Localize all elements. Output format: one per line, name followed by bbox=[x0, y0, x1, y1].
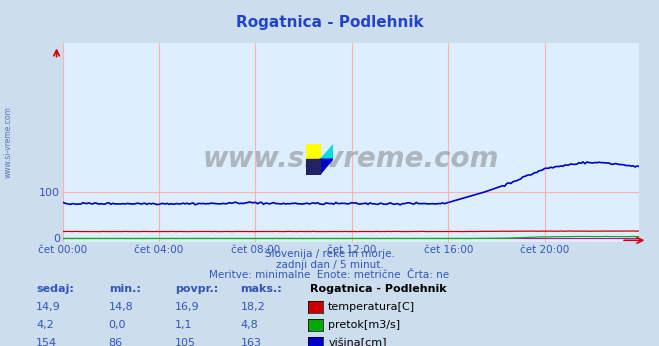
Text: temperatura[C]: temperatura[C] bbox=[328, 302, 415, 312]
Polygon shape bbox=[320, 159, 333, 175]
Text: višina[cm]: višina[cm] bbox=[328, 338, 387, 346]
Text: 0,0: 0,0 bbox=[109, 320, 127, 330]
Bar bbox=[306, 144, 320, 159]
Text: povpr.:: povpr.: bbox=[175, 284, 218, 294]
Text: maks.:: maks.: bbox=[241, 284, 282, 294]
Text: zadnji dan / 5 minut.: zadnji dan / 5 minut. bbox=[275, 260, 384, 270]
Text: Rogatnica - Podlehnik: Rogatnica - Podlehnik bbox=[236, 15, 423, 30]
Text: 16,9: 16,9 bbox=[175, 302, 199, 312]
Text: www.si-vreme.com: www.si-vreme.com bbox=[3, 106, 13, 178]
Text: www.si-vreme.com: www.si-vreme.com bbox=[203, 145, 499, 173]
Text: 105: 105 bbox=[175, 338, 196, 346]
Polygon shape bbox=[320, 144, 333, 159]
Text: sedaj:: sedaj: bbox=[36, 284, 74, 294]
Text: Meritve: minimalne  Enote: metrične  Črta: ne: Meritve: minimalne Enote: metrične Črta:… bbox=[210, 270, 449, 280]
Text: 14,8: 14,8 bbox=[109, 302, 134, 312]
Text: Slovenija / reke in morje.: Slovenija / reke in morje. bbox=[264, 249, 395, 259]
Text: min.:: min.: bbox=[109, 284, 140, 294]
Text: 4,8: 4,8 bbox=[241, 320, 258, 330]
Text: 18,2: 18,2 bbox=[241, 302, 266, 312]
Text: 163: 163 bbox=[241, 338, 262, 346]
Bar bbox=[306, 159, 320, 175]
Text: pretok[m3/s]: pretok[m3/s] bbox=[328, 320, 400, 330]
Text: 154: 154 bbox=[36, 338, 57, 346]
Text: 86: 86 bbox=[109, 338, 123, 346]
Text: 1,1: 1,1 bbox=[175, 320, 192, 330]
Text: Rogatnica - Podlehnik: Rogatnica - Podlehnik bbox=[310, 284, 446, 294]
Text: 14,9: 14,9 bbox=[36, 302, 61, 312]
Text: 4,2: 4,2 bbox=[36, 320, 54, 330]
